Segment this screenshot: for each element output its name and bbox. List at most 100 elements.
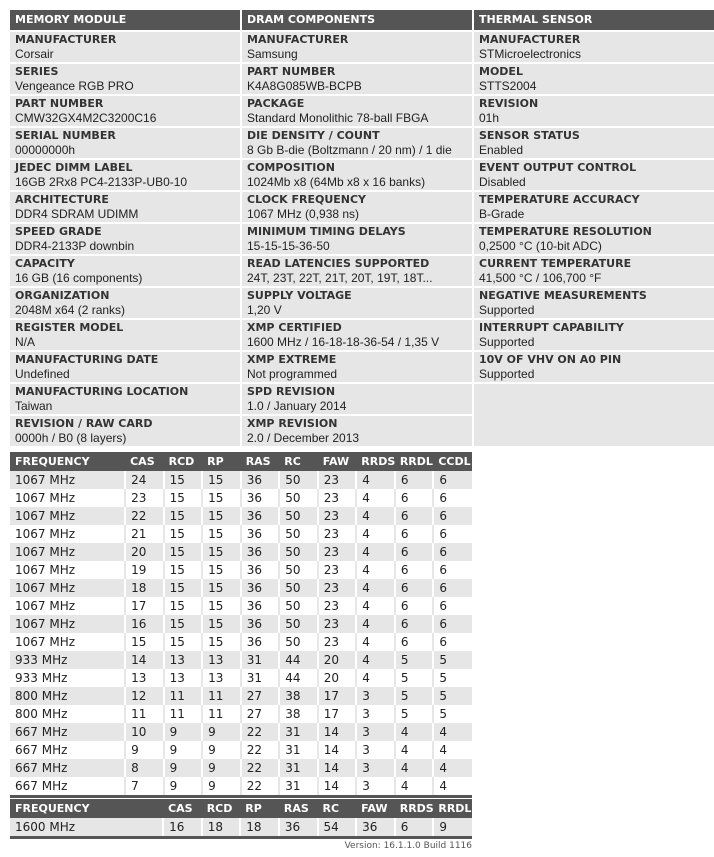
info-value: STMicroelectronics xyxy=(479,47,582,61)
table-cell: 38 xyxy=(278,705,318,723)
info-cell: CLOCK FREQUENCY 1067 MHz (0,938 ns) xyxy=(242,192,472,222)
table-cell: 4 xyxy=(355,525,395,543)
table-cell: 23 xyxy=(316,543,357,561)
table-cell: 23 xyxy=(124,489,164,507)
info-value: 2048M x64 (2 ranks) xyxy=(15,303,126,317)
table-cell: 4 xyxy=(432,777,472,797)
table-cell: 36 xyxy=(239,597,280,615)
info-value: 15-15-15-36-50 xyxy=(247,239,330,253)
table-cell: 50 xyxy=(278,633,318,651)
info-cell: EVENT OUTPUT CONTROL Disabled xyxy=(474,160,714,190)
table-cell: 50 xyxy=(278,471,318,489)
table-cell: 3 xyxy=(355,705,395,723)
table-cell: 14 xyxy=(316,759,357,777)
info-cell: SPEED GRADE DDR4-2133P downbin xyxy=(10,224,240,254)
table-cell: 667 MHz xyxy=(10,723,126,741)
table-row: 667 MHz 8 9 9 22 31 14 3 4 4 xyxy=(10,759,472,777)
info-value: Enabled xyxy=(479,143,524,157)
table-cell: 15 xyxy=(201,561,241,579)
info-cell: 10V OF VHV ON A0 PIN Supported xyxy=(474,352,714,382)
info-label: ORGANIZATION xyxy=(15,289,110,302)
column-header: CAS xyxy=(163,799,202,818)
info-label: SERIES xyxy=(15,65,59,78)
info-value: Standard Monolithic 78-ball FBGA xyxy=(247,111,429,125)
info-cell: REVISION / RAW CARD 0000h / B0 (8 layers) xyxy=(10,416,240,446)
table-cell: 3 xyxy=(355,741,395,759)
column-header: RC xyxy=(317,799,357,818)
table-cell: 4 xyxy=(432,741,472,759)
table-cell: 31 xyxy=(239,669,280,687)
table-cell: 22 xyxy=(239,723,280,741)
table-cell: 20 xyxy=(316,651,357,669)
table-cell: 36 xyxy=(239,615,280,633)
table-cell: 3 xyxy=(355,759,395,777)
info-label: CAPACITY xyxy=(15,257,75,270)
table-cell: 4 xyxy=(355,507,395,525)
table-row: 1067 MHz 21 15 15 36 50 23 4 6 6 xyxy=(10,525,472,543)
table-cell: 4 xyxy=(432,723,472,741)
table-cell: 4 xyxy=(393,777,434,797)
table-cell: 15 xyxy=(201,615,241,633)
info-cell: MANUFACTURING DATE Undefined xyxy=(10,352,240,382)
table-cell: 14 xyxy=(124,651,164,669)
table-cell: 3 xyxy=(355,777,395,797)
table-cell: 21 xyxy=(124,525,164,543)
info-label: REVISION / RAW CARD xyxy=(15,417,153,430)
table-row: 667 MHz 9 9 9 22 31 14 3 4 4 xyxy=(10,741,472,759)
table-cell: 23 xyxy=(316,471,357,489)
info-label: XMP CERTIFIED xyxy=(247,321,342,334)
table-cell: 23 xyxy=(316,561,357,579)
table-cell: 20 xyxy=(316,669,357,687)
table-cell: 12 xyxy=(124,687,164,705)
table-cell: 38 xyxy=(278,687,318,705)
table-cell: 50 xyxy=(278,579,318,597)
table-cell: 5 xyxy=(432,669,472,687)
table-cell: 31 xyxy=(278,741,318,759)
table-cell: 6 xyxy=(393,579,434,597)
table-cell: 3 xyxy=(355,687,395,705)
table-cell: 15 xyxy=(162,525,203,543)
info-label: MINIMUM TIMING DELAYS xyxy=(247,225,406,238)
table-cell: 933 MHz xyxy=(10,651,126,669)
table-cell: 15 xyxy=(201,507,241,525)
table-cell: 1067 MHz xyxy=(10,597,126,615)
table-cell: 6 xyxy=(393,543,434,561)
table-cell: 14 xyxy=(316,777,357,797)
info-cell: CURRENT TEMPERATURE 41,500 °C / 106,700 °… xyxy=(474,256,714,286)
table-cell: 1067 MHz xyxy=(10,525,126,543)
column-header: FREQUENCY xyxy=(10,799,164,818)
info-value: DDR4-2133P downbin xyxy=(15,239,135,253)
table-cell: 11 xyxy=(162,687,203,705)
table-cell: 6 xyxy=(432,525,472,543)
info-label: CLOCK FREQUENCY xyxy=(247,193,367,206)
info-label: SENSOR STATUS xyxy=(479,129,580,142)
section-header: DRAM COMPONENTS xyxy=(242,10,472,30)
table-cell: 4 xyxy=(355,633,395,651)
info-value: Vengeance RGB PRO xyxy=(15,79,134,93)
table-cell: 15 xyxy=(162,633,203,651)
table-cell: 50 xyxy=(278,561,318,579)
info-cell: TEMPERATURE RESOLUTION 0,2500 °C (10-bit … xyxy=(474,224,714,254)
info-cell: INTERRUPT CAPABILITY Supported xyxy=(474,320,714,350)
table-cell: 11 xyxy=(201,705,241,723)
info-value: 1.0 / January 2014 xyxy=(247,399,347,413)
info-label: NEGATIVE MEASUREMENTS xyxy=(479,289,647,302)
column-header: RCD xyxy=(163,452,203,471)
table-cell: 50 xyxy=(278,615,318,633)
table-cell: 4 xyxy=(355,561,395,579)
info-label: MANUFACTURING DATE xyxy=(15,353,159,366)
table-cell: 15 xyxy=(201,525,241,543)
column-header: RRDL xyxy=(433,799,472,818)
column-header: RRDS xyxy=(394,799,434,818)
info-value: CMW32GX4M2C3200C16 xyxy=(15,111,157,125)
table-cell: 4 xyxy=(355,615,395,633)
table-cell: 27 xyxy=(239,687,280,705)
table-cell: 16 xyxy=(162,818,202,838)
table-cell: 6 xyxy=(432,561,472,579)
info-value: 24T, 23T, 22T, 21T, 20T, 19T, 18T... xyxy=(247,271,433,285)
table-cell: 36 xyxy=(239,525,280,543)
info-value: Supported xyxy=(479,367,535,381)
info-label: COMPOSITION xyxy=(247,161,335,174)
table-cell: 36 xyxy=(239,633,280,651)
table-cell: 9 xyxy=(201,777,241,797)
